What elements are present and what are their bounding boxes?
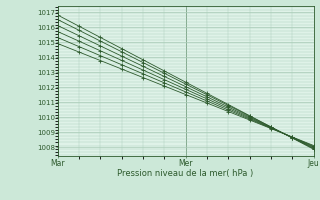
X-axis label: Pression niveau de la mer( hPa ): Pression niveau de la mer( hPa ) xyxy=(117,169,254,178)
